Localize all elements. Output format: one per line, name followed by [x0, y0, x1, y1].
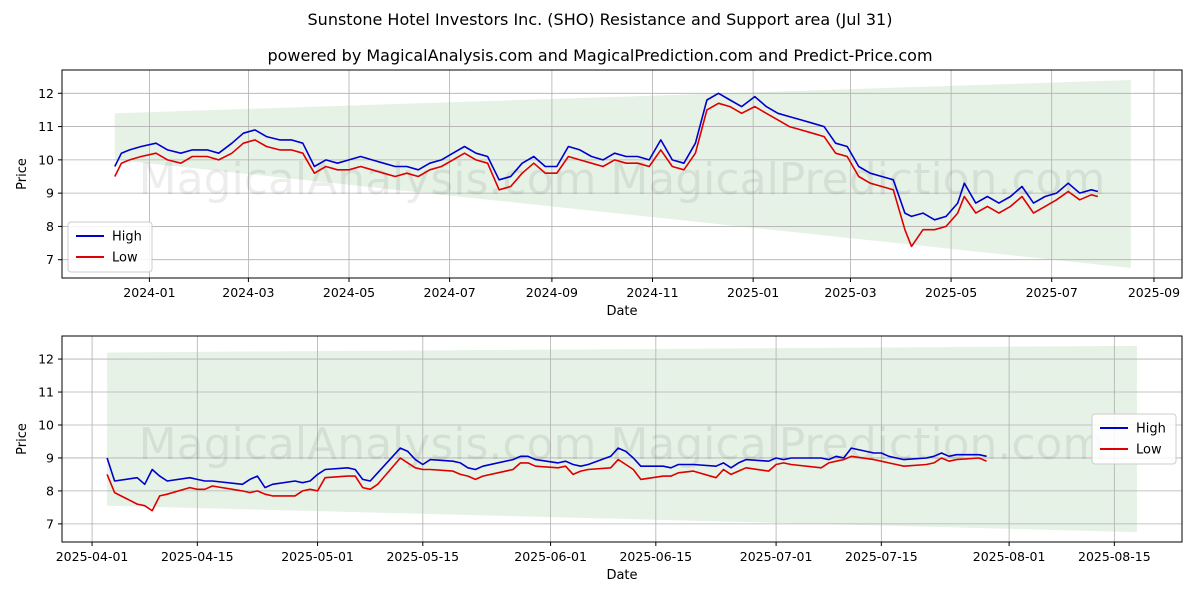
x-tick-label: 2024-11	[626, 285, 678, 300]
y-tick-label: 12	[38, 86, 54, 101]
x-tick-label: 2025-07-01	[740, 549, 813, 564]
x-tick-label: 2025-04-01	[56, 549, 129, 564]
chart-panel-2: MagicalAnalysis.com MagicalPrediction.co…	[15, 335, 1183, 583]
x-tick-label: 2024-05	[323, 285, 375, 300]
y-tick-label: 12	[38, 352, 54, 367]
plot-frame	[61, 69, 1183, 279]
y-axis-label: Price	[15, 158, 30, 190]
x-tick-label: 2025-05-15	[386, 549, 459, 564]
x-tick-label: 2025-07	[1026, 285, 1078, 300]
x-tick-label: 2024-07	[424, 285, 476, 300]
x-tick-label: 2025-07-15	[845, 549, 918, 564]
series-line-high	[114, 92, 1099, 221]
y-tick-label: 9	[46, 186, 54, 201]
y-tick-label: 7	[46, 516, 54, 531]
legend-label-low: Low	[1136, 443, 1162, 458]
x-tick-label: 2025-06-15	[619, 549, 692, 564]
x-tick-label: 2025-03	[824, 285, 876, 300]
chart-subtitle: powered by MagicalAnalysis.com and Magic…	[267, 46, 933, 65]
y-tick-label: 9	[46, 450, 54, 465]
legend-label-high: High	[1136, 422, 1166, 437]
series-line-low	[106, 455, 987, 512]
x-tick-label: 2025-06-01	[514, 549, 587, 564]
series-line-low	[114, 102, 1099, 248]
series-line-high	[106, 447, 987, 489]
legend-label-low: Low	[112, 251, 138, 266]
y-tick-label: 10	[38, 417, 54, 432]
legend-box	[1091, 413, 1177, 465]
chart-panel-1: MagicalAnalysis.com MagicalPrediction.co…	[15, 69, 1183, 319]
y-tick-label: 11	[38, 385, 54, 400]
y-axis-label: Price	[15, 423, 30, 455]
y-tick-label: 8	[46, 483, 54, 498]
legend: High Low	[67, 221, 153, 273]
support-resistance-band	[107, 345, 1137, 533]
legend: High Low	[1091, 413, 1177, 465]
x-tick-label: 2024-03	[222, 285, 274, 300]
x-axis-label: Date	[606, 568, 637, 583]
x-axis-label: Date	[606, 304, 637, 319]
x-tick-label: 2025-04-15	[161, 549, 234, 564]
y-tick-label: 8	[46, 219, 54, 234]
support-resistance-band	[114, 79, 1131, 269]
x-tick-label: 2025-01	[727, 285, 779, 300]
legend-label-high: High	[112, 230, 142, 245]
x-tick-label: 2025-05-01	[281, 549, 354, 564]
x-tick-label: 2025-09	[1128, 285, 1180, 300]
x-tick-label: 2024-01	[123, 285, 175, 300]
y-tick-label: 7	[46, 252, 54, 267]
y-tick-label: 11	[38, 119, 54, 134]
x-tick-label: 2024-09	[526, 285, 578, 300]
x-tick-label: 2025-05	[925, 285, 977, 300]
chart-title: Sunstone Hotel Investors Inc. (SHO) Resi…	[307, 10, 893, 29]
plot-frame	[61, 335, 1183, 543]
x-tick-label: 2025-08-01	[973, 549, 1046, 564]
x-tick-label: 2025-08-15	[1078, 549, 1151, 564]
y-tick-label: 10	[38, 152, 54, 167]
legend-box	[67, 221, 153, 273]
